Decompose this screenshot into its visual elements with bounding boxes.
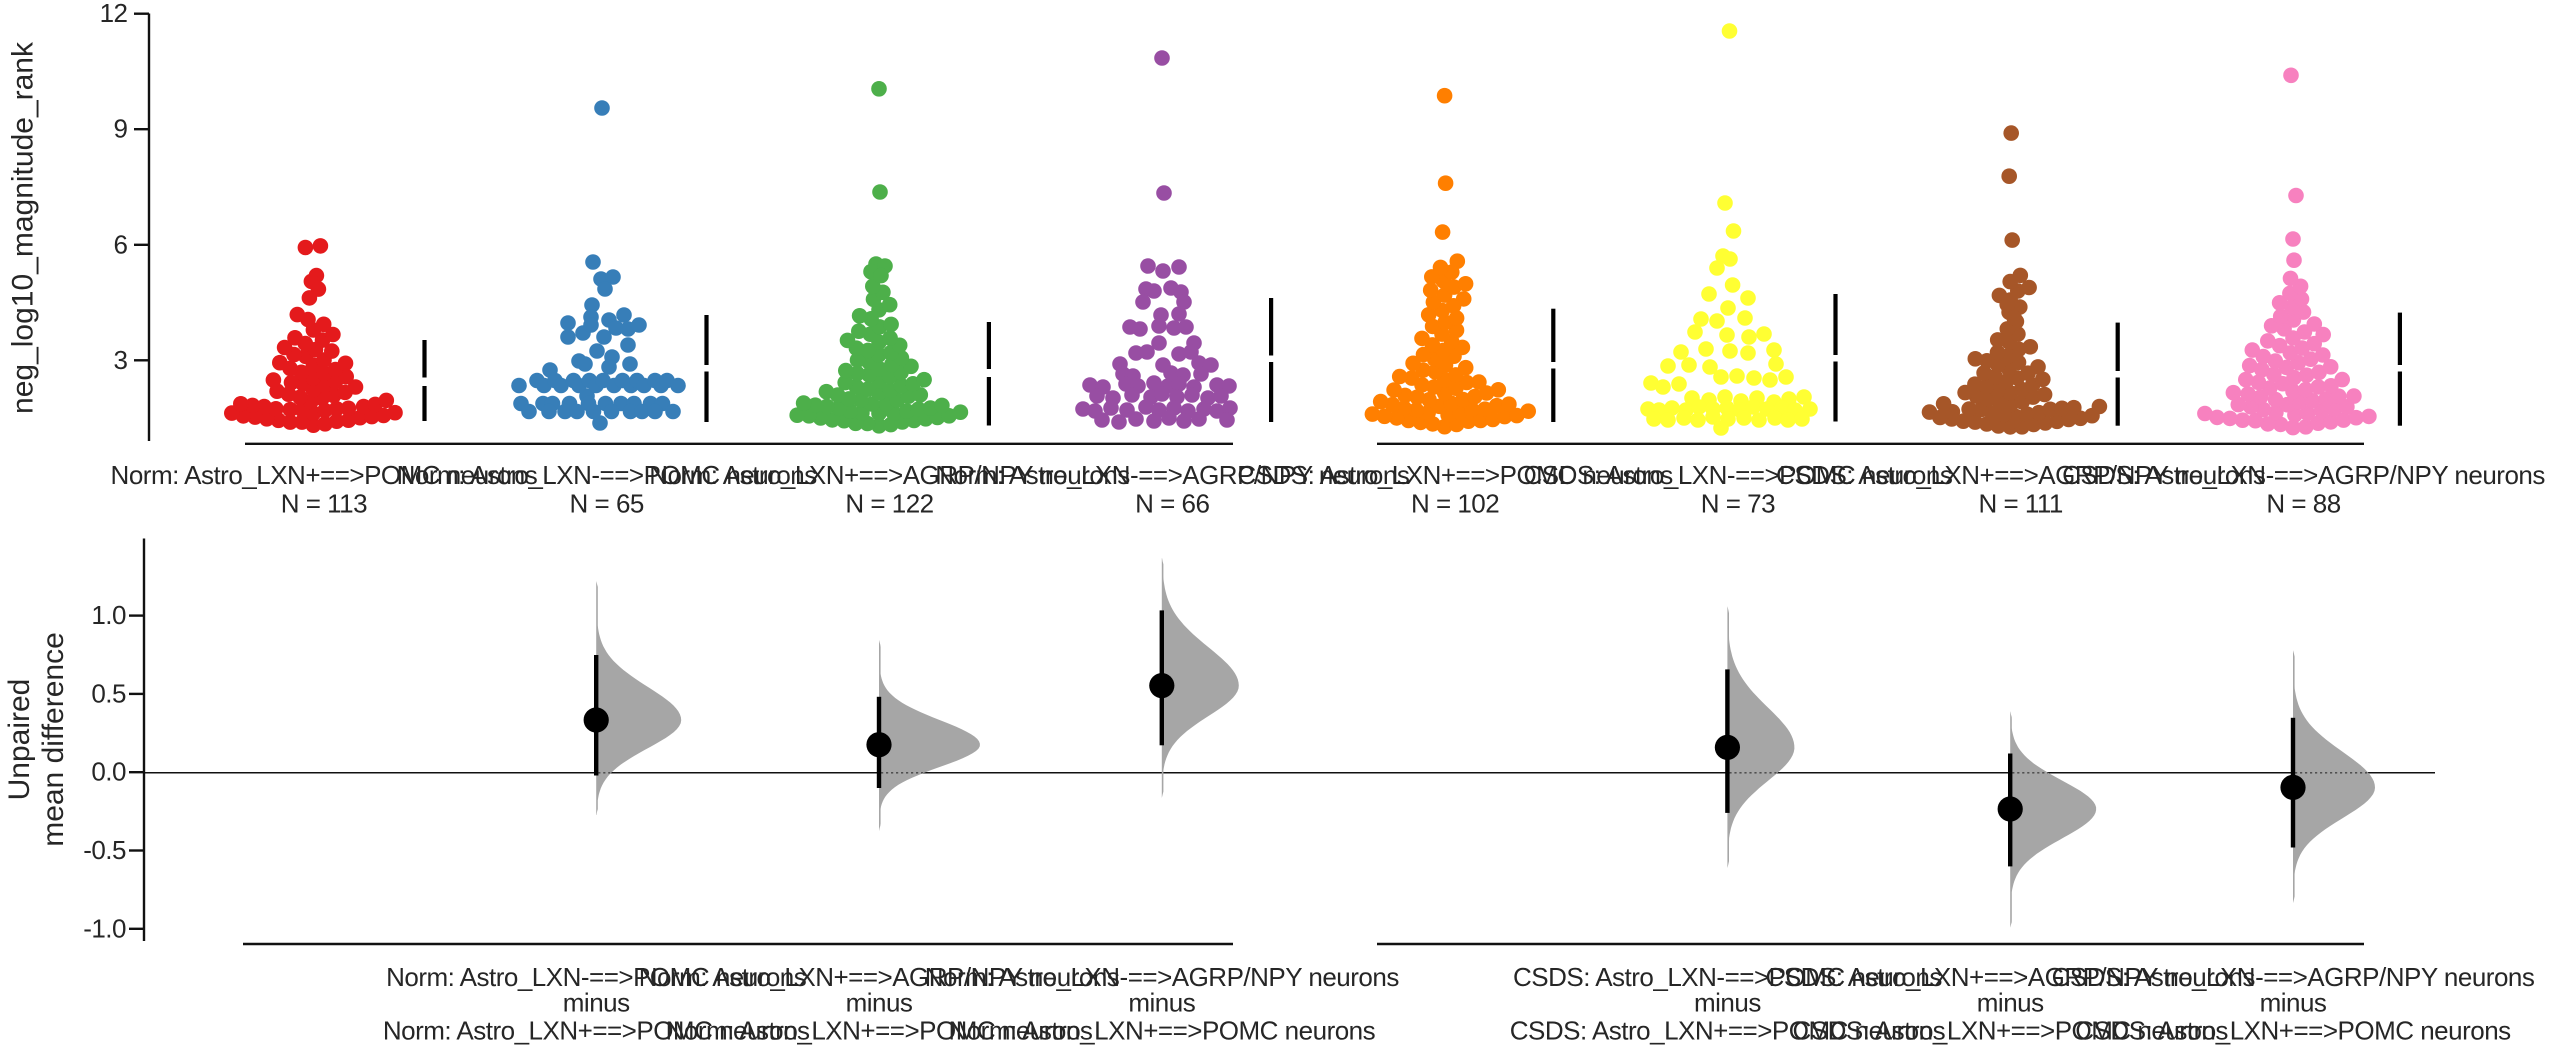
svg-text:Norm: Astro_LXN-==>AGRP/NPY ne: Norm: Astro_LXN-==>AGRP/NPY neurons — [935, 460, 1410, 490]
svg-text:Norm: Astro_LXN+==>POMC neuron: Norm: Astro_LXN+==>POMC neurons — [383, 1015, 810, 1045]
svg-text:minus: minus — [846, 987, 913, 1017]
svg-text:Norm: Astro_LXN+==>AGRP/NPY ne: Norm: Astro_LXN+==>AGRP/NPY neurons — [639, 962, 1120, 992]
svg-text:N = 73: N = 73 — [1701, 489, 1775, 519]
svg-text:N = 102: N = 102 — [1411, 489, 1499, 519]
svg-text:0.0: 0.0 — [91, 757, 126, 787]
svg-text:CSDS: Astro_LXN+==>POMC neuron: CSDS: Astro_LXN+==>POMC neurons — [1793, 1015, 2229, 1045]
svg-text:9: 9 — [114, 114, 128, 144]
svg-text:N = 113: N = 113 — [281, 489, 367, 519]
svg-text:mean difference: mean difference — [37, 632, 70, 847]
svg-text:N = 122: N = 122 — [845, 489, 933, 519]
svg-text:CSDS: Astro_LXN+==>POMC neuron: CSDS: Astro_LXN+==>POMC neurons — [1510, 1015, 1946, 1045]
svg-text:CSDS: Astro_LXN-==>POMC neuron: CSDS: Astro_LXN-==>POMC neurons — [1523, 460, 1952, 490]
svg-text:CSDS: Astro_LXN+==>AGRP/NPY ne: CSDS: Astro_LXN+==>AGRP/NPY neurons — [1766, 962, 2256, 992]
svg-text:6: 6 — [114, 229, 128, 259]
svg-text:Norm: Astro_LXN-==>POMC neuron: Norm: Astro_LXN-==>POMC neurons — [386, 962, 807, 992]
svg-text:Norm: Astro_LXN+==>AGRP/NPY ne: Norm: Astro_LXN+==>AGRP/NPY neurons — [649, 460, 1130, 490]
svg-text:-1.0: -1.0 — [83, 913, 126, 943]
svg-text:3: 3 — [114, 345, 128, 375]
svg-text:N = 65: N = 65 — [570, 489, 644, 519]
svg-text:minus: minus — [1128, 987, 1195, 1017]
svg-text:CSDS: Astro_LXN-==>AGRP/NPY ne: CSDS: Astro_LXN-==>AGRP/NPY neurons — [2062, 460, 2545, 490]
svg-text:CSDS: Astro_LXN+==>POMC neuron: CSDS: Astro_LXN+==>POMC neurons — [2075, 1015, 2511, 1045]
svg-text:minus: minus — [2260, 987, 2327, 1017]
svg-text:N = 111: N = 111 — [1978, 489, 2062, 519]
svg-text:Norm: Astro_LXN+==>POMC neuron: Norm: Astro_LXN+==>POMC neurons — [666, 1015, 1093, 1045]
svg-text:CSDS: Astro_LXN+==>AGRP/NPY ne: CSDS: Astro_LXN+==>AGRP/NPY neurons — [1776, 460, 2266, 490]
svg-text:Norm: Astro_LXN-==>POMC neuron: Norm: Astro_LXN-==>POMC neurons — [397, 460, 818, 490]
svg-text:minus: minus — [1977, 987, 2044, 1017]
svg-text:0.5: 0.5 — [91, 678, 126, 708]
svg-text:Unpaired: Unpaired — [3, 679, 36, 801]
svg-text:Norm: Astro_LXN-==>AGRP/NPY ne: Norm: Astro_LXN-==>AGRP/NPY neurons — [925, 962, 1400, 992]
svg-text:1.0: 1.0 — [91, 600, 126, 630]
svg-text:N = 66: N = 66 — [1135, 489, 1209, 519]
svg-text:minus: minus — [1694, 987, 1761, 1017]
svg-text:N = 88: N = 88 — [2266, 489, 2340, 519]
svg-text:CSDS: Astro_LXN+==>POMC neuron: CSDS: Astro_LXN+==>POMC neurons — [1237, 460, 1673, 490]
svg-text:minus: minus — [563, 987, 630, 1017]
svg-text:Norm: Astro_LXN+==>POMC neuron: Norm: Astro_LXN+==>POMC neurons — [948, 1015, 1375, 1045]
svg-text:CSDS: Astro_LXN-==>AGRP/NPY ne: CSDS: Astro_LXN-==>AGRP/NPY neurons — [2052, 962, 2535, 992]
svg-text:CSDS: Astro_LXN-==>POMC neuron: CSDS: Astro_LXN-==>POMC neurons — [1513, 962, 1942, 992]
svg-text:12: 12 — [100, 0, 128, 28]
svg-text:Norm: Astro_LXN+==>POMC neuron: Norm: Astro_LXN+==>POMC neurons — [111, 460, 538, 490]
svg-text:-0.5: -0.5 — [83, 835, 126, 865]
svg-text:neg_log10_magnitude_rank: neg_log10_magnitude_rank — [7, 41, 40, 414]
